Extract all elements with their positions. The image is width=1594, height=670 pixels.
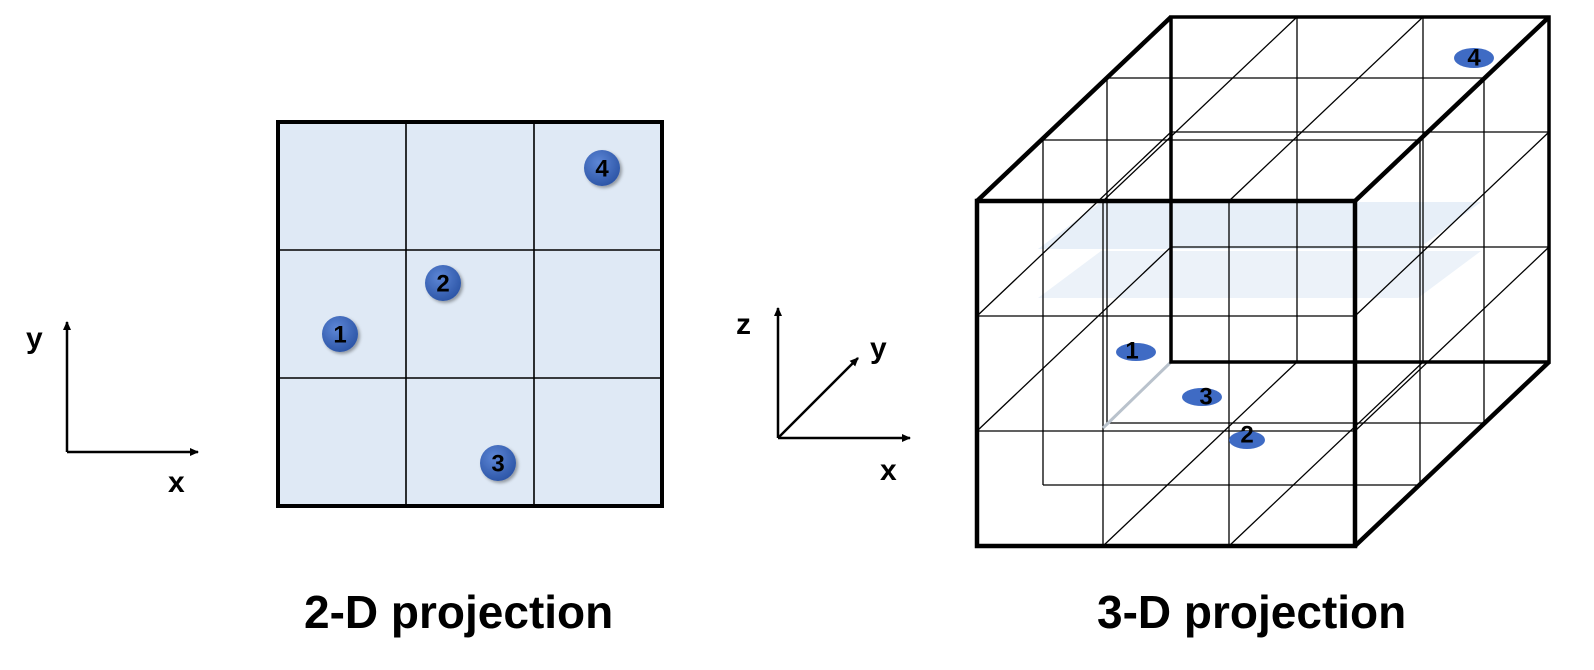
axis-2d-y-label: y [26,322,43,355]
point-2d-1-label: 1 [333,322,346,349]
cube-plane-upper [1038,202,1481,249]
point-3d-1: 1 [1116,338,1156,365]
axis-3d-y-line [777,357,859,439]
grid-2d-border [276,120,664,508]
axis-3d-z-label: z [736,308,751,341]
axis-3d-x-label: x [880,454,897,487]
point-3d-2-label: 2 [1240,422,1253,449]
point-2d-1: 1 [322,316,358,352]
point-2d-4-label: 4 [595,156,609,183]
point-2d-2: 2 [425,265,461,301]
point-2d-2-label: 2 [436,271,449,298]
point-3d-2: 2 [1229,422,1265,449]
point-2d-4: 4 [584,150,620,186]
caption-3d: 3-D projection [1097,586,1407,638]
point-3d-3-label: 3 [1199,384,1212,411]
point-2d-3-label: 3 [491,451,504,478]
axes-3d: z y x [736,307,911,487]
point-2d-3: 3 [480,445,516,481]
cube-edges [974,15,1551,549]
point-3d-3: 3 [1182,384,1222,411]
points-2d: 1 2 3 4 [322,150,620,481]
grid-2d-fill [278,122,662,506]
cube-grid-lines [976,16,1550,547]
cube-3d [974,15,1551,549]
point-3d-4-label: 4 [1467,45,1481,72]
axis-3d-y-label: y [870,332,887,365]
point-3d-1-label: 1 [1125,338,1138,365]
cube-plane-middle [1038,251,1481,298]
caption-2d: 2-D projection [304,586,614,638]
points-3d: 1 3 2 4 [1116,45,1494,449]
axes-2d: y x [26,321,199,499]
grid-2d [276,120,664,508]
point-3d-4: 4 [1454,45,1494,72]
axis-2d-x-label: x [168,466,185,499]
